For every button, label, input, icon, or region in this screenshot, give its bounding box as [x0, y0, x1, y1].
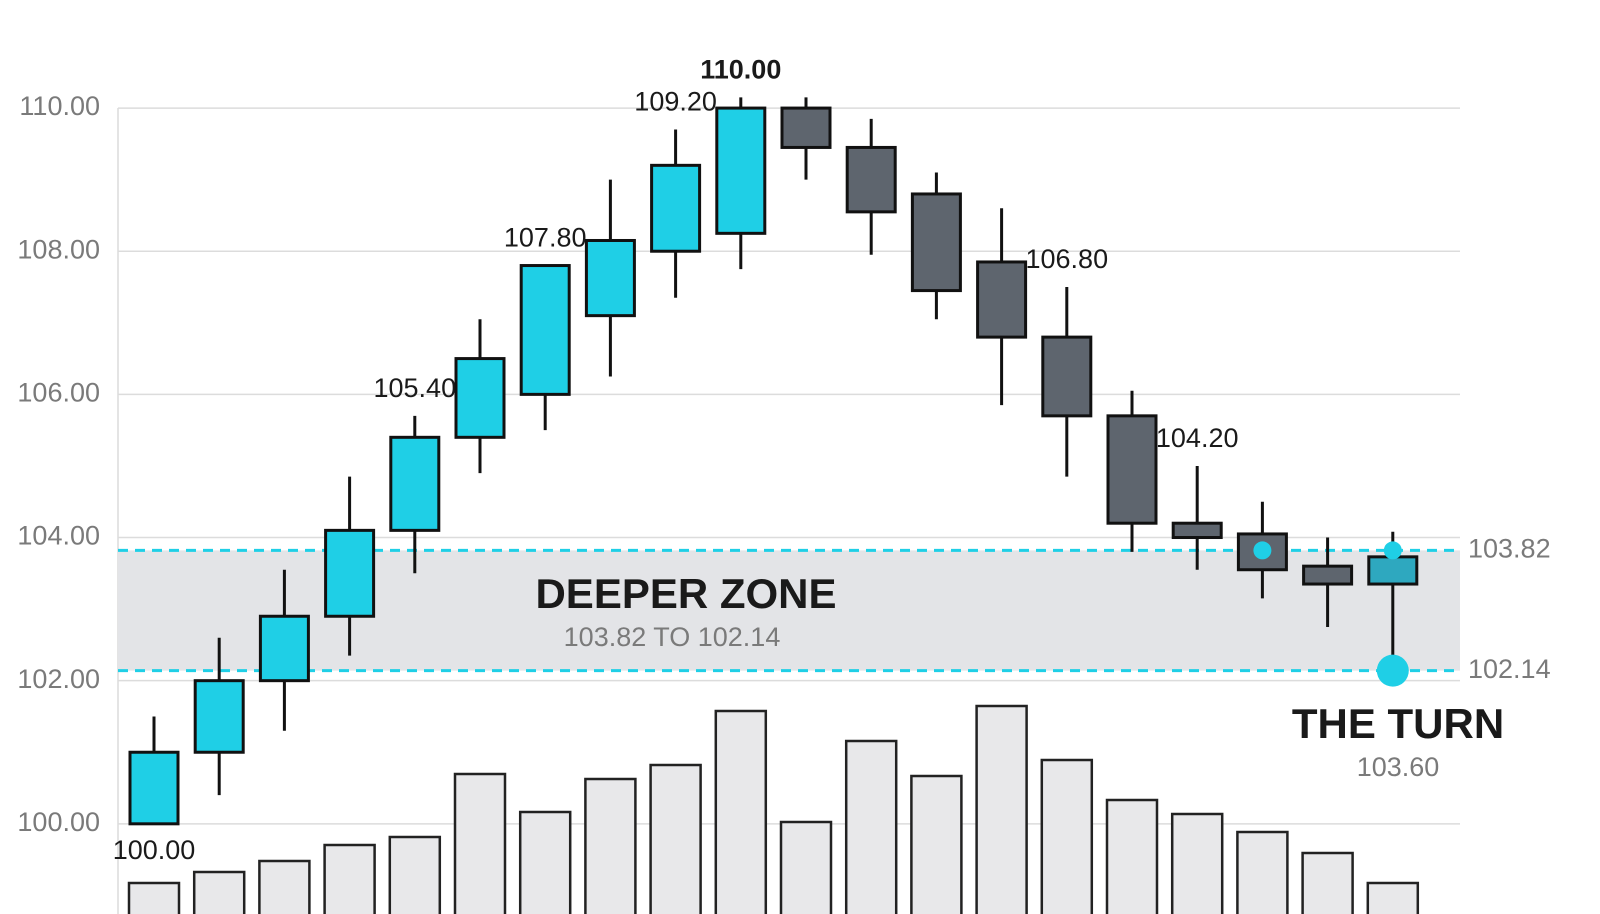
zone-label: 102.14	[1468, 654, 1551, 684]
turn-value: 103.60	[1357, 752, 1440, 782]
candle-body	[193, 679, 245, 754]
zone-subtitle: 103.82 TO 102.14	[564, 622, 781, 652]
volume-bar	[1105, 798, 1159, 914]
zone-label: 103.82	[1468, 534, 1551, 564]
candle-body	[258, 614, 310, 683]
candle-body	[845, 145, 897, 214]
candle-body	[650, 163, 702, 253]
value-label: 105.40	[374, 373, 457, 403]
volume-bar	[1040, 758, 1094, 914]
turn-title: THE TURN	[1292, 700, 1504, 747]
volume-bar	[779, 820, 833, 914]
candle-body	[1302, 564, 1354, 586]
y-tick-label: 102.00	[17, 664, 100, 694]
volume-bar	[1170, 812, 1224, 914]
volume-bar	[844, 739, 898, 914]
candle-body	[976, 260, 1028, 339]
turn-marker	[1376, 654, 1409, 687]
volume-bar	[192, 870, 246, 914]
volume-bar	[258, 859, 311, 914]
candle-body	[519, 264, 571, 396]
volume-bar	[1366, 881, 1420, 914]
volume-bar	[518, 810, 572, 914]
candle-body	[910, 192, 962, 293]
volume-bar	[975, 704, 1028, 914]
value-label: 104.20	[1156, 423, 1239, 453]
y-tick-label: 108.00	[17, 234, 100, 264]
y-tick-label: 104.00	[17, 521, 100, 551]
value-label: 109.20	[634, 87, 717, 117]
volume-bar	[910, 774, 963, 914]
y-tick-label: 106.00	[17, 377, 100, 407]
volume-bar	[714, 709, 768, 914]
value-label: 106.80	[1026, 244, 1109, 274]
candle-body	[584, 238, 636, 318]
candle-body	[715, 106, 767, 235]
value-label: 100.00	[113, 835, 196, 865]
zone-touch-marker	[1253, 541, 1272, 560]
candle-body	[780, 106, 832, 149]
y-tick-label: 110.00	[19, 91, 100, 121]
volume-bar	[323, 843, 376, 914]
candle-body	[1171, 521, 1223, 540]
zone-title: DEEPER ZONE	[535, 570, 836, 617]
candle-body	[128, 750, 180, 826]
volume-bar	[388, 835, 442, 914]
candle-body	[1041, 335, 1093, 418]
volume-bar	[584, 777, 637, 914]
candle-body	[324, 528, 376, 618]
volume-bar	[1236, 830, 1289, 914]
candle-body	[1367, 555, 1419, 586]
volume-bar	[649, 763, 702, 914]
candle-body	[1106, 414, 1158, 525]
y-tick-label: 100.00	[17, 807, 100, 837]
zone-touch-marker	[1383, 541, 1402, 560]
volume-bar	[453, 772, 507, 914]
value-label: 107.80	[504, 223, 587, 253]
candle-body	[389, 435, 441, 532]
candle-body	[454, 357, 506, 439]
volume-bar	[127, 881, 181, 914]
volume-bar	[1301, 851, 1354, 914]
value-label: 110.00	[700, 54, 781, 84]
